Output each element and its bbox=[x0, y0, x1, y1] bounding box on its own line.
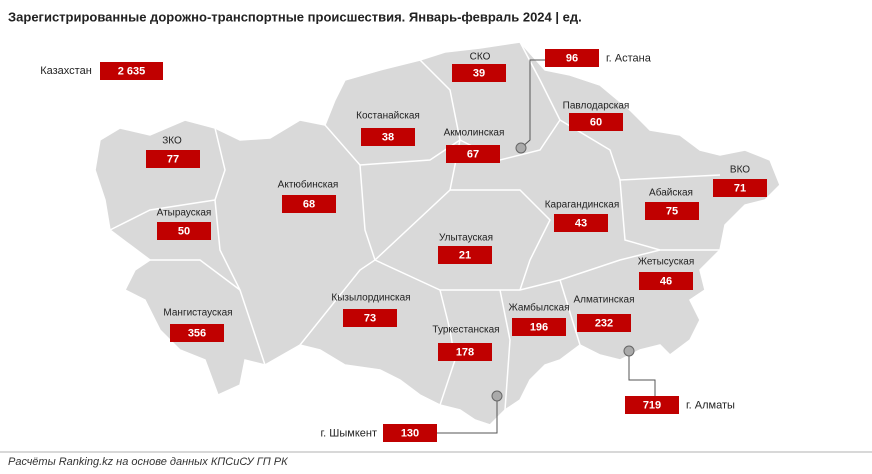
value-box bbox=[438, 343, 492, 361]
value-box bbox=[645, 202, 699, 220]
value-label: 719 bbox=[643, 399, 661, 411]
city-marker bbox=[515, 142, 527, 154]
region-name: Абайская bbox=[649, 187, 693, 199]
city-marker bbox=[491, 390, 503, 402]
value-box bbox=[446, 145, 500, 163]
region-name: Кызылординская bbox=[331, 293, 410, 304]
value-label: 130 bbox=[401, 427, 419, 439]
value-box bbox=[170, 324, 224, 342]
value-box bbox=[625, 396, 679, 414]
region-name: Жамбылская bbox=[509, 302, 570, 314]
value-label: 50 bbox=[178, 225, 190, 237]
value-label: 39 bbox=[473, 67, 485, 79]
value-box bbox=[383, 424, 437, 442]
value-label: 232 bbox=[595, 317, 613, 329]
city-name: г. Шымкент bbox=[321, 427, 378, 439]
value-box bbox=[577, 314, 631, 332]
region-name: Актюбинская bbox=[278, 179, 339, 191]
region-name: Улытауская bbox=[439, 233, 493, 244]
connector bbox=[520, 59, 545, 149]
value-box bbox=[100, 62, 163, 80]
value-box bbox=[554, 214, 608, 232]
region-name: Костанайская bbox=[356, 111, 420, 122]
value-box bbox=[343, 309, 397, 327]
value-box bbox=[282, 195, 336, 213]
title: Зарегистрированные дорожно-транспортные … bbox=[8, 9, 582, 24]
value-box bbox=[512, 318, 566, 336]
value-label: 43 bbox=[575, 217, 587, 229]
value-label: 356 bbox=[188, 327, 206, 339]
region-name: Карагандинская bbox=[545, 200, 620, 211]
value-box bbox=[146, 150, 200, 168]
region-name: Алматинская bbox=[574, 295, 635, 306]
value-box bbox=[438, 246, 492, 264]
region-name: Атырауская bbox=[157, 208, 212, 219]
region-name: Туркестанская bbox=[432, 325, 499, 336]
value-label: 96 bbox=[566, 52, 578, 64]
region-name: ВКО bbox=[730, 165, 750, 176]
region-name: СКО bbox=[470, 52, 491, 63]
value-box bbox=[713, 179, 767, 197]
connectors bbox=[437, 59, 656, 434]
region-name: Павлодарская bbox=[563, 101, 630, 112]
region-name: ЗКО bbox=[162, 136, 182, 147]
region-name: Казахстан bbox=[40, 65, 92, 77]
value-label: 21 bbox=[459, 249, 471, 261]
value-label: 60 bbox=[590, 116, 602, 128]
footer: Расчёты Ranking.kz на основе данных КПСи… bbox=[8, 456, 288, 468]
connector bbox=[628, 351, 656, 396]
city-marker bbox=[623, 345, 635, 357]
value-label: 73 bbox=[364, 312, 376, 324]
region-name: Мангистауская bbox=[163, 308, 232, 319]
city-name: г. Алматы bbox=[686, 399, 735, 411]
value-box bbox=[639, 272, 693, 290]
value-label: 38 bbox=[382, 131, 394, 143]
value-label: 77 bbox=[167, 153, 179, 165]
value-box bbox=[452, 64, 506, 82]
region-name: Акмолинская bbox=[444, 128, 505, 139]
connector bbox=[437, 396, 498, 434]
value-box bbox=[157, 222, 211, 240]
value-box bbox=[569, 113, 623, 131]
value-label: 2 635 bbox=[118, 65, 146, 77]
value-label: 46 bbox=[660, 275, 672, 287]
value-label: 75 bbox=[666, 205, 678, 217]
value-label: 178 bbox=[456, 346, 474, 358]
region-name: Жетысуская bbox=[638, 257, 695, 268]
city-name: г. Астана bbox=[606, 52, 652, 64]
value-box bbox=[361, 128, 415, 146]
value-label: 67 bbox=[467, 148, 479, 160]
value-label: 68 bbox=[303, 198, 315, 210]
value-box bbox=[545, 49, 599, 67]
value-label: 71 bbox=[734, 182, 746, 194]
value-label: 196 bbox=[530, 321, 548, 333]
